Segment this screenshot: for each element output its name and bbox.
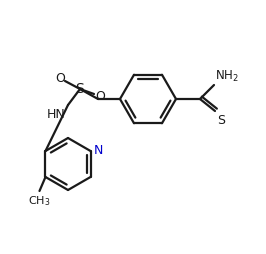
Text: N: N	[94, 145, 103, 157]
Text: O: O	[55, 72, 65, 86]
Text: HN: HN	[46, 108, 65, 121]
Text: CH$_3$: CH$_3$	[28, 194, 51, 208]
Text: O: O	[95, 89, 105, 103]
Text: NH$_2$: NH$_2$	[215, 69, 239, 84]
Text: S: S	[217, 114, 225, 127]
Text: S: S	[76, 82, 84, 96]
